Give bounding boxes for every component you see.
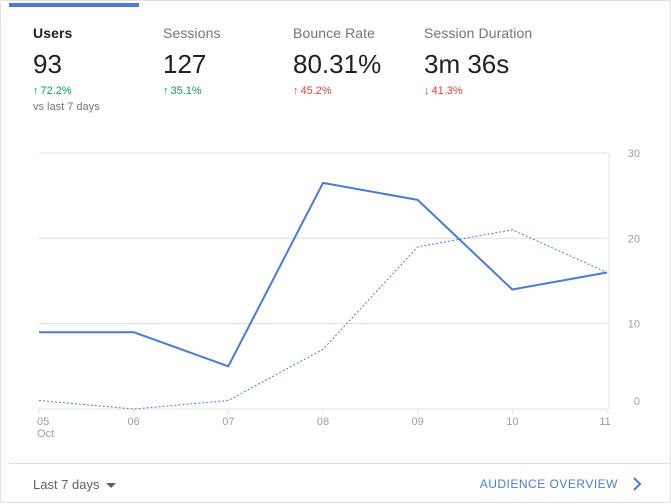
metric-label: Session Duration <box>424 25 533 41</box>
audience-overview-link[interactable]: AUDIENCE OVERVIEW <box>479 477 618 491</box>
metric-label: Users <box>33 25 73 41</box>
current-period-line <box>39 181 608 368</box>
x-tick-label-08: 08 <box>317 416 329 428</box>
x-tick-label-09: 09 <box>412 416 424 428</box>
delta-value: 41.3% <box>431 85 463 97</box>
date-range-dropdown[interactable]: Last 7 days <box>33 477 116 492</box>
metric-label: Sessions <box>163 25 221 41</box>
metric-tab-users[interactable]: Users 93 ↑ 72.2% vs last 7 days <box>33 25 100 113</box>
metric-delta: ↓ 41.3% <box>424 85 532 97</box>
date-range-label: Last 7 days <box>33 477 100 492</box>
metric-tab-session-duration[interactable]: Session Duration 3m 36s ↓ 41.3% <box>424 25 532 97</box>
arrow-up-icon: ↑ <box>293 85 299 97</box>
x-month-label: Oct <box>37 428 54 440</box>
delta-value: 35.1% <box>170 85 202 97</box>
metric-label: Bounce Rate <box>293 25 376 41</box>
chevron-right-icon[interactable] <box>630 476 644 492</box>
arrow-up-icon: ↑ <box>33 85 39 97</box>
arrow-up-icon: ↑ <box>163 85 169 97</box>
y-tick-label-0: 0 <box>634 396 640 408</box>
delta-value: 45.2% <box>300 85 332 97</box>
x-tick-label-11: 11 <box>599 416 610 428</box>
card-footer: Last 7 days AUDIENCE OVERVIEW <box>9 463 670 504</box>
metric-delta: ↑ 72.2% <box>33 85 100 97</box>
x-tick-label-05: 05 <box>37 416 49 428</box>
y-tick-label-30: 30 <box>628 148 640 160</box>
y-tick-label-20: 20 <box>628 233 640 245</box>
arrow-down-icon: ↓ <box>424 85 430 97</box>
metric-delta: ↑ 45.2% <box>293 85 381 97</box>
x-tick-label-10: 10 <box>506 416 518 428</box>
metric-value: 3m 36s <box>424 49 510 79</box>
x-tick-label-06: 06 <box>128 416 140 428</box>
active-tab-indicator <box>9 3 139 7</box>
metric-delta: ↑ 35.1% <box>163 85 221 97</box>
metric-tab-sessions[interactable]: Sessions 127 ↑ 35.1% <box>163 25 221 97</box>
x-tick-label-07: 07 <box>222 416 234 428</box>
caret-down-icon <box>105 483 116 488</box>
y-tick-label-10: 10 <box>628 319 640 331</box>
delta-value: 72.2% <box>40 85 72 97</box>
users-line-chart: 0 10 20 30 05 06 07 08 09 10 11 Oct <box>37 148 640 440</box>
metric-value: 80.31% <box>293 49 382 79</box>
comparison-label: vs last 7 days <box>33 101 100 113</box>
metric-value: 127 <box>163 49 207 79</box>
metric-value: 93 <box>33 49 62 79</box>
metric-tab-bounce-rate[interactable]: Bounce Rate 80.31% ↑ 45.2% <box>293 25 381 97</box>
previous-period-line <box>38 229 608 410</box>
